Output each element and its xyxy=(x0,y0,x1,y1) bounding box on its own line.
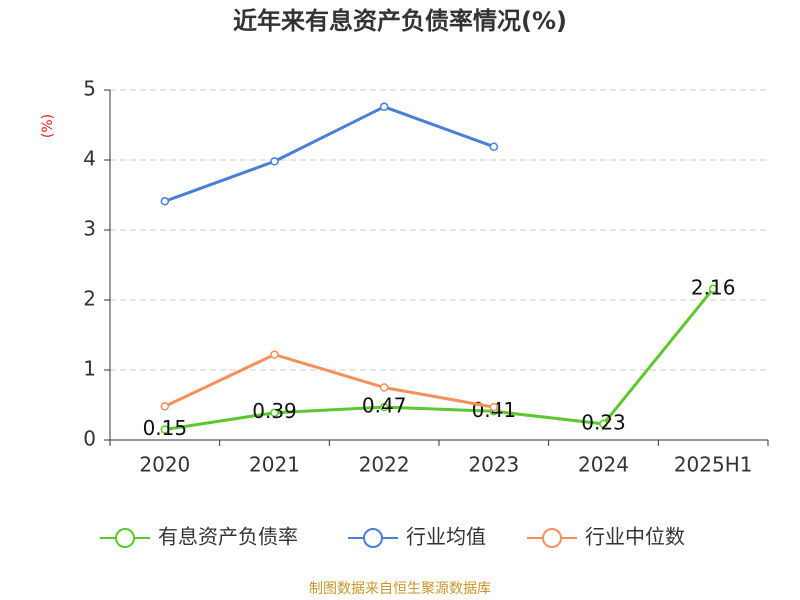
legend-marker xyxy=(115,528,135,548)
chart-title: 近年来有息资产负债率情况(%) xyxy=(233,7,567,35)
source-note: 制图数据来自恒生聚源数据库 xyxy=(309,581,491,597)
legend-label: 行业中位数 xyxy=(585,525,685,549)
point xyxy=(160,402,170,411)
point xyxy=(489,142,499,151)
series-line xyxy=(164,352,495,409)
x-tick-label: 2024 xyxy=(578,453,629,477)
point xyxy=(270,350,279,359)
legend-marker xyxy=(363,528,383,548)
series-line xyxy=(164,105,495,203)
x-tick-label: 2025H1 xyxy=(674,453,753,477)
x-tick-label: 2022 xyxy=(359,453,410,477)
x-tick-label: 2021 xyxy=(249,453,300,477)
data-label: 0.23 xyxy=(581,410,626,434)
x-tick-label: 2023 xyxy=(468,453,519,477)
point xyxy=(379,102,389,112)
x-tick-label: 2020 xyxy=(139,453,190,477)
data-label: 0.39 xyxy=(252,399,297,423)
point xyxy=(599,419,608,429)
point xyxy=(708,284,718,294)
point xyxy=(160,197,170,206)
point xyxy=(379,383,389,392)
series-line xyxy=(164,287,715,431)
y-tick-label: 4 xyxy=(83,147,96,171)
y-tick-label: 3 xyxy=(83,217,96,241)
data-label: 0.47 xyxy=(362,394,407,418)
point xyxy=(270,157,279,166)
legend-marker xyxy=(542,528,562,548)
point xyxy=(489,402,499,412)
y-tick-label: 0 xyxy=(83,427,96,451)
legend-label: 行业均值 xyxy=(406,525,486,549)
legend-label: 有息资产负债率 xyxy=(158,525,298,549)
data-label: 2.16 xyxy=(691,275,736,299)
y-axis-label: (%) xyxy=(40,114,56,138)
y-tick-label: 5 xyxy=(83,77,96,101)
point xyxy=(270,408,279,417)
y-tick-label: 1 xyxy=(83,357,96,381)
point xyxy=(379,402,389,412)
data-label: 0.15 xyxy=(143,416,188,440)
y-tick-label: 2 xyxy=(83,287,96,311)
point xyxy=(160,425,170,434)
